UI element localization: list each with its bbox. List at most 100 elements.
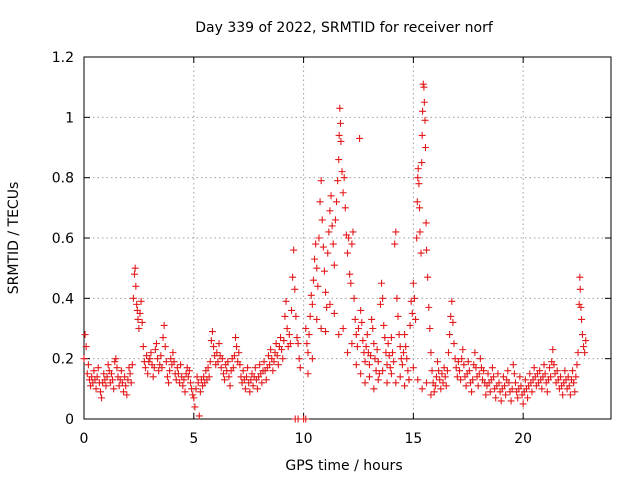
data-point [425, 303, 433, 311]
data-point [519, 400, 527, 408]
data-point [181, 388, 189, 396]
data-point [282, 297, 290, 305]
x-tick-label: 10 [295, 431, 313, 447]
data-point [291, 285, 299, 293]
data-point [127, 379, 135, 387]
data-point [139, 343, 147, 351]
data-point [260, 358, 268, 366]
data-point [94, 364, 102, 372]
data-point [418, 159, 426, 167]
data-point [371, 355, 379, 363]
data-point [540, 361, 548, 369]
y-tick-label: 0.2 [52, 352, 74, 368]
data-point [190, 394, 198, 402]
data-point [159, 334, 167, 342]
data-point [471, 349, 479, 357]
data-point [262, 376, 270, 384]
data-point [330, 261, 338, 269]
data-point [244, 364, 252, 372]
data-point [125, 364, 133, 372]
data-point [232, 334, 240, 342]
data-point [435, 367, 443, 375]
data-point [574, 349, 582, 357]
data-point [133, 300, 141, 308]
data-point [131, 264, 139, 272]
data-point [335, 156, 343, 164]
data-point [488, 364, 496, 372]
data-point [556, 373, 564, 381]
data-point [423, 379, 431, 387]
data-point [572, 373, 580, 381]
data-point [379, 294, 387, 302]
data-point [163, 373, 171, 381]
data-point [474, 382, 482, 390]
data-point [173, 364, 181, 372]
data-point [357, 370, 365, 378]
data-point [333, 198, 341, 206]
data-point [151, 346, 159, 354]
data-point [253, 385, 261, 393]
data-point [507, 397, 515, 405]
data-point [325, 228, 333, 236]
y-tick-label: 1.2 [52, 50, 74, 66]
data-point [418, 131, 426, 139]
data-point [580, 343, 588, 351]
data-point [98, 394, 106, 402]
data-point [214, 358, 222, 366]
data-point [505, 379, 513, 387]
data-point [174, 370, 182, 378]
data-point [387, 370, 395, 378]
data-point [367, 352, 375, 360]
data-point [375, 370, 383, 378]
data-point [528, 388, 536, 396]
data-point [326, 207, 334, 215]
data-point [258, 379, 266, 387]
data-point [345, 234, 353, 242]
data-point [516, 373, 524, 381]
data-point [157, 352, 165, 360]
data-point [499, 373, 507, 381]
data-point [266, 361, 274, 369]
data-point [236, 361, 244, 369]
data-point [432, 373, 440, 381]
data-point [177, 361, 185, 369]
data-point [172, 376, 180, 384]
data-point [107, 370, 115, 378]
data-point [147, 349, 155, 357]
data-point [285, 331, 293, 339]
data-point [337, 137, 345, 145]
data-point [351, 315, 359, 323]
data-point [303, 340, 311, 348]
data-point [384, 340, 392, 348]
y-tick-label: 0.8 [52, 171, 74, 187]
data-point [575, 300, 583, 308]
data-point [322, 328, 330, 336]
data-point [538, 385, 546, 393]
data-point [242, 373, 250, 381]
data-point [319, 243, 327, 251]
data-point [318, 216, 326, 224]
data-point [208, 328, 216, 336]
data-point [566, 391, 574, 399]
data-point [394, 312, 402, 320]
data-point [582, 337, 590, 345]
data-point [392, 228, 400, 236]
data-point [180, 376, 188, 384]
data-point [316, 198, 324, 206]
data-point [352, 331, 360, 339]
data-point [401, 382, 409, 390]
data-point [376, 300, 384, 308]
data-point [314, 282, 322, 290]
data-point [573, 361, 581, 369]
data-point [350, 294, 358, 302]
data-point [235, 349, 243, 357]
data-point [155, 367, 163, 375]
data-point [420, 83, 428, 91]
data-point [304, 349, 312, 357]
data-point [149, 373, 157, 381]
data-point [104, 361, 112, 369]
data-point [406, 321, 414, 329]
data-point [346, 270, 354, 278]
data-point [358, 318, 366, 326]
